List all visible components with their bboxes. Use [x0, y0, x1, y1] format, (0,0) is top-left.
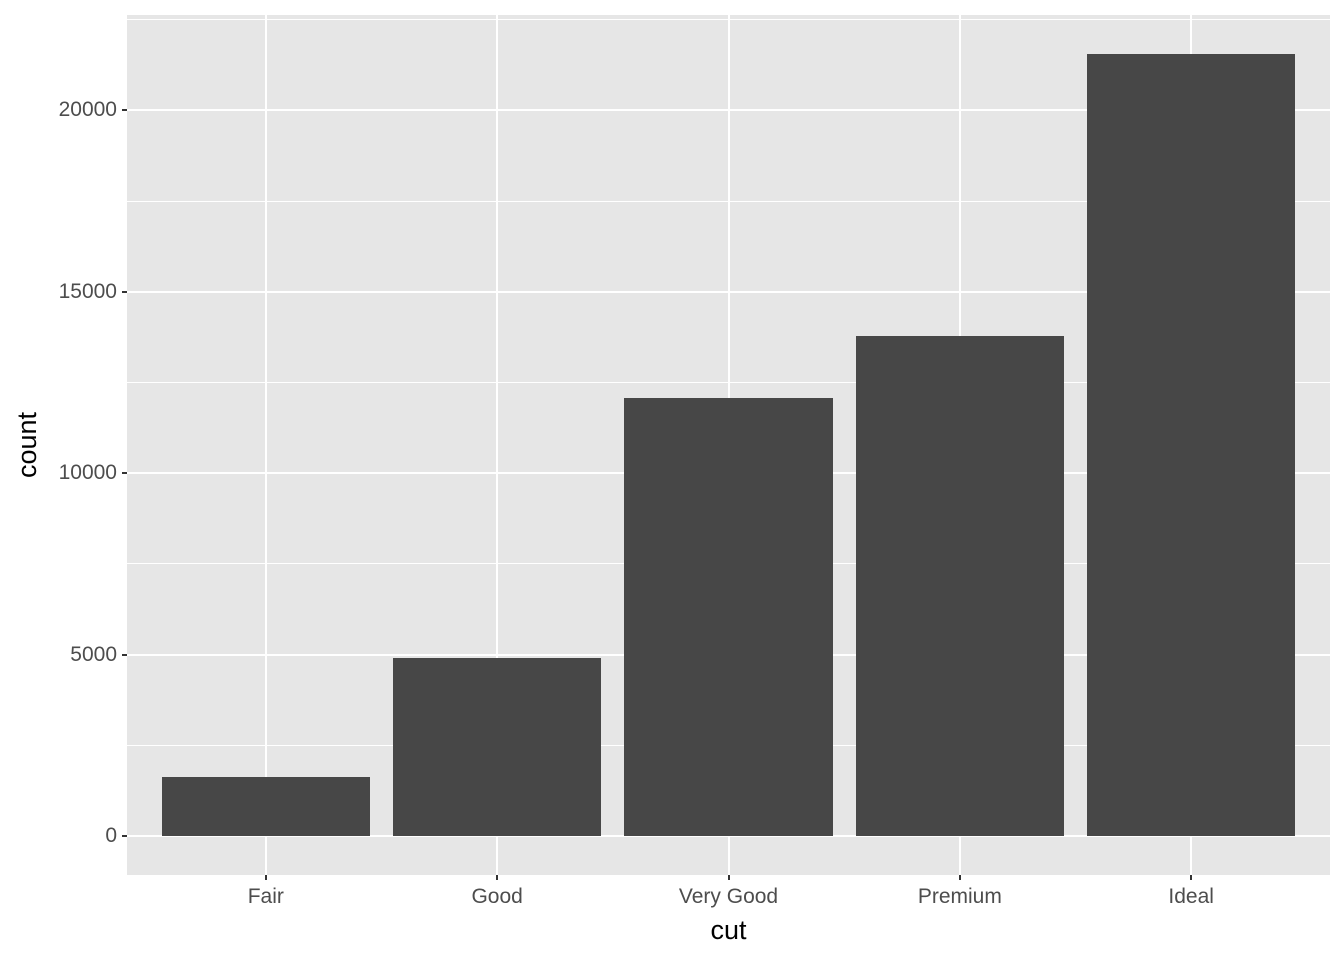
gridline-major-x	[496, 15, 499, 875]
y-tick-mark	[122, 653, 127, 656]
bar-very-good	[624, 397, 833, 836]
gridline-major-x	[264, 15, 267, 875]
x-tick-mark	[958, 875, 961, 880]
x-tick-label: Good	[471, 885, 523, 908]
y-tick-label: 5000	[70, 642, 117, 666]
x-tick-mark	[727, 875, 730, 880]
y-tick-mark	[122, 290, 127, 293]
bar-good	[393, 657, 602, 836]
x-tick-mark	[264, 875, 267, 880]
bar-premium	[855, 335, 1064, 836]
y-tick-label: 15000	[58, 279, 117, 303]
y-tick-label: 10000	[58, 461, 117, 485]
x-tick-label: Premium	[917, 885, 1002, 908]
x-tick-label: Ideal	[1168, 885, 1214, 908]
x-tick-label: Fair	[247, 885, 284, 908]
y-tick-label: 20000	[58, 98, 117, 122]
y-tick-label: 0	[105, 823, 117, 847]
y-tick-mark	[122, 109, 127, 112]
plot-panel	[127, 15, 1330, 875]
bar-fair	[161, 777, 370, 836]
y-tick-mark	[122, 472, 127, 475]
x-tick-mark	[1190, 875, 1193, 880]
x-tick-mark	[496, 875, 499, 880]
y-tick-mark	[122, 834, 127, 837]
bar-ideal	[1087, 54, 1296, 836]
x-axis-title: cut	[710, 915, 747, 945]
x-tick-label: Very Good	[678, 885, 779, 908]
